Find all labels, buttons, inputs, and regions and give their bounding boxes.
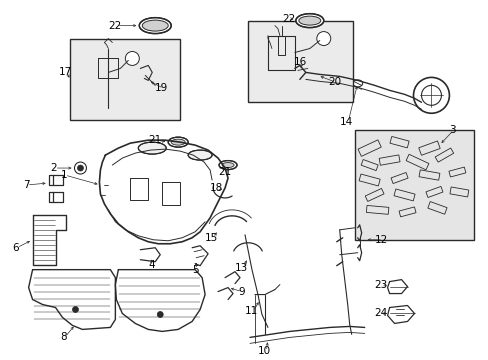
Bar (247, 21, 352, 102)
Bar (398, 207, 415, 217)
Bar (393, 189, 414, 201)
Bar (358, 174, 379, 186)
Text: 4: 4 (148, 260, 155, 270)
Bar (405, 154, 428, 170)
Bar (70, 39, 180, 120)
Text: 22: 22 (108, 21, 122, 31)
Text: 2: 2 (50, 163, 57, 173)
Bar (378, 155, 399, 165)
Text: 17: 17 (59, 67, 72, 77)
Bar (357, 140, 381, 156)
Bar (354, 130, 473, 240)
Text: 8: 8 (61, 332, 67, 342)
Text: 13: 13 (235, 263, 248, 273)
Text: 10: 10 (258, 346, 270, 356)
Ellipse shape (188, 150, 212, 160)
Ellipse shape (298, 16, 320, 25)
Text: 24: 24 (374, 309, 387, 319)
Bar (448, 167, 465, 177)
Circle shape (74, 162, 86, 174)
Text: 22: 22 (281, 14, 295, 24)
Bar (390, 172, 407, 184)
Text: 20: 20 (327, 77, 340, 87)
Ellipse shape (138, 142, 166, 154)
Text: 3: 3 (448, 125, 455, 135)
Bar (366, 206, 388, 214)
Text: 16: 16 (293, 58, 306, 67)
Circle shape (316, 32, 330, 45)
Text: 23: 23 (374, 280, 387, 289)
Text: 14: 14 (339, 117, 352, 127)
Circle shape (157, 311, 163, 318)
Circle shape (413, 77, 448, 113)
Text: 11: 11 (244, 306, 258, 316)
Text: 5: 5 (192, 265, 198, 275)
Text: 18: 18 (210, 183, 223, 193)
Text: 1: 1 (61, 170, 67, 180)
Bar (418, 141, 439, 155)
Ellipse shape (171, 139, 185, 145)
Ellipse shape (139, 18, 171, 33)
Ellipse shape (352, 80, 362, 87)
Bar (389, 136, 408, 148)
Text: 21: 21 (148, 135, 161, 145)
Text: 15: 15 (204, 233, 218, 243)
Circle shape (77, 165, 83, 171)
Bar (360, 159, 377, 171)
Text: 7: 7 (22, 180, 29, 190)
Circle shape (125, 51, 139, 66)
Text: 19: 19 (155, 84, 168, 93)
Ellipse shape (168, 137, 188, 147)
Bar (418, 170, 439, 180)
Bar (434, 148, 453, 162)
Bar (365, 188, 383, 202)
Text: 12: 12 (374, 235, 387, 245)
Ellipse shape (142, 20, 168, 31)
Text: 6: 6 (13, 243, 19, 253)
Ellipse shape (222, 163, 234, 167)
Ellipse shape (219, 161, 237, 170)
Text: 9: 9 (238, 287, 244, 297)
Bar (449, 187, 468, 197)
Bar (425, 186, 442, 198)
Bar (427, 202, 446, 214)
Circle shape (72, 306, 78, 312)
Ellipse shape (295, 14, 323, 28)
Text: 21: 21 (218, 167, 231, 177)
